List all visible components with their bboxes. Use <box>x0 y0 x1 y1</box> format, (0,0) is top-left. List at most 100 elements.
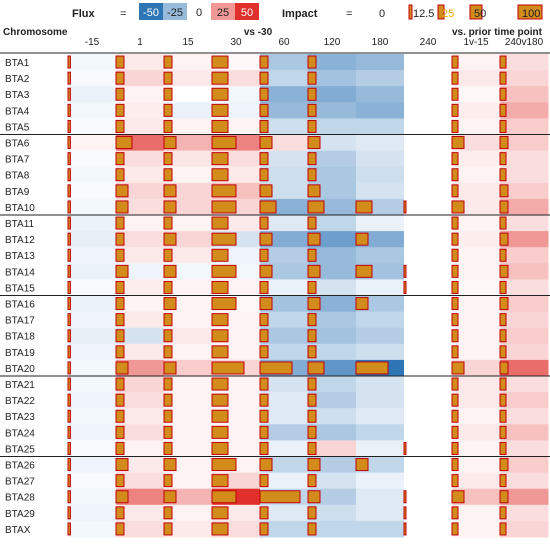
impact-bar <box>163 87 173 101</box>
impact-bar <box>307 441 317 455</box>
heatmap-cell <box>68 54 117 71</box>
row-label: BTA1 <box>5 58 30 69</box>
heatmap-cell <box>500 343 549 361</box>
heatmap-cell <box>404 231 453 248</box>
impact-bar <box>307 152 317 166</box>
row-label: BTA21 <box>5 380 35 391</box>
legend-impact-title: Impact <box>282 8 318 20</box>
heatmap-cell <box>500 118 549 135</box>
impact-bar <box>451 55 459 69</box>
heatmap-cell <box>68 472 117 490</box>
heatmap-cell <box>164 392 213 409</box>
heatmap-cell <box>500 54 549 71</box>
impact-bar <box>67 264 71 278</box>
impact-bar <box>259 152 269 166</box>
heatmap-cell <box>500 279 549 296</box>
heatmap-cell <box>68 102 117 119</box>
heatmap-cells <box>68 54 549 538</box>
heatmap-cell <box>404 70 453 87</box>
heatmap-cell <box>500 408 549 425</box>
impact-bar <box>307 506 317 520</box>
heatmap-cell <box>308 311 357 329</box>
impact-bar <box>67 506 71 520</box>
column-label: 240v180 <box>505 37 544 48</box>
row-label: BTA9 <box>5 187 30 198</box>
legend-flux-swatch <box>187 3 211 20</box>
impact-bar <box>307 87 317 101</box>
impact-bar <box>499 168 507 182</box>
impact-bar <box>259 119 269 133</box>
heatmap-cell <box>68 424 117 441</box>
impact-bar <box>211 425 229 439</box>
heatmap-cell <box>500 86 549 103</box>
impact-bar <box>259 103 269 117</box>
heatmap-cell <box>164 247 213 264</box>
heatmap-cell <box>452 343 501 361</box>
column-label: 60 <box>278 37 290 48</box>
impact-bar <box>67 119 71 133</box>
heatmap-cell <box>404 472 453 490</box>
heatmap-cell <box>452 54 501 71</box>
heatmap-cell <box>452 456 501 474</box>
impact-bar <box>67 55 71 69</box>
column-label: 180 <box>372 37 389 48</box>
heatmap-cell <box>116 86 165 103</box>
impact-bar <box>499 87 507 101</box>
heatmap-cell <box>260 343 309 361</box>
row-labels: BTA1 BTA2 BTA3 BTA4 BTA5 BTA6 BTA7 BTA8 BTA9 BTA1… <box>5 58 35 536</box>
impact-bar <box>115 313 125 327</box>
heatmap-cell <box>452 327 501 345</box>
heatmap-cell <box>500 102 549 119</box>
heatmap-cell <box>404 520 453 538</box>
heatmap-cell <box>404 295 453 313</box>
heatmap-cell <box>260 520 309 538</box>
impact-bar <box>67 458 71 472</box>
row-label: BTA24 <box>5 428 35 439</box>
heatmap-cell <box>404 166 453 184</box>
heatmap-cell <box>116 311 165 329</box>
impact-bar <box>259 313 269 327</box>
impact-bar <box>115 200 129 214</box>
heatmap-cell <box>308 215 357 232</box>
heatmap-cell <box>260 118 309 135</box>
impact-bar <box>499 474 507 488</box>
impact-bar <box>259 264 273 278</box>
heatmap-cell <box>260 392 309 409</box>
impact-bar <box>211 441 229 455</box>
heatmap-cell <box>308 150 357 168</box>
impact-bar <box>259 522 269 536</box>
impact-bar <box>403 441 407 455</box>
impact-bar <box>307 280 317 294</box>
impact-bar <box>67 474 71 488</box>
heatmap-cell <box>404 327 453 345</box>
impact-bar <box>499 216 507 230</box>
impact-bar <box>451 119 459 133</box>
heatmap-cell <box>68 118 117 135</box>
heatmap-cell <box>68 504 117 522</box>
impact-bar <box>67 522 71 536</box>
impact-bar <box>163 136 177 150</box>
impact-bar <box>451 361 465 375</box>
heatmap-cell <box>116 424 165 441</box>
impact-bar <box>67 280 71 294</box>
heatmap-cell <box>404 263 453 280</box>
impact-bar <box>403 200 407 214</box>
row-label: BTA25 <box>5 444 35 455</box>
heatmap-cell <box>452 247 501 264</box>
legend-flux-swatch <box>211 3 235 20</box>
impact-bar <box>115 425 125 439</box>
column-label: 1v-15 <box>463 37 488 48</box>
row-header-label: Chromosome <box>3 27 68 38</box>
heatmap-cell <box>68 520 117 538</box>
heatmap-cell <box>356 215 405 232</box>
heatmap-cell <box>68 279 117 296</box>
heatmap-cell <box>68 327 117 345</box>
impact-bar <box>259 377 269 391</box>
impact-bar <box>163 119 173 133</box>
impact-bar <box>211 409 229 423</box>
impact-bar <box>163 361 177 375</box>
heatmap-cell <box>116 295 165 313</box>
heatmap-cell <box>356 182 405 200</box>
heatmap-cell <box>500 247 549 264</box>
impact-bar <box>451 474 459 488</box>
